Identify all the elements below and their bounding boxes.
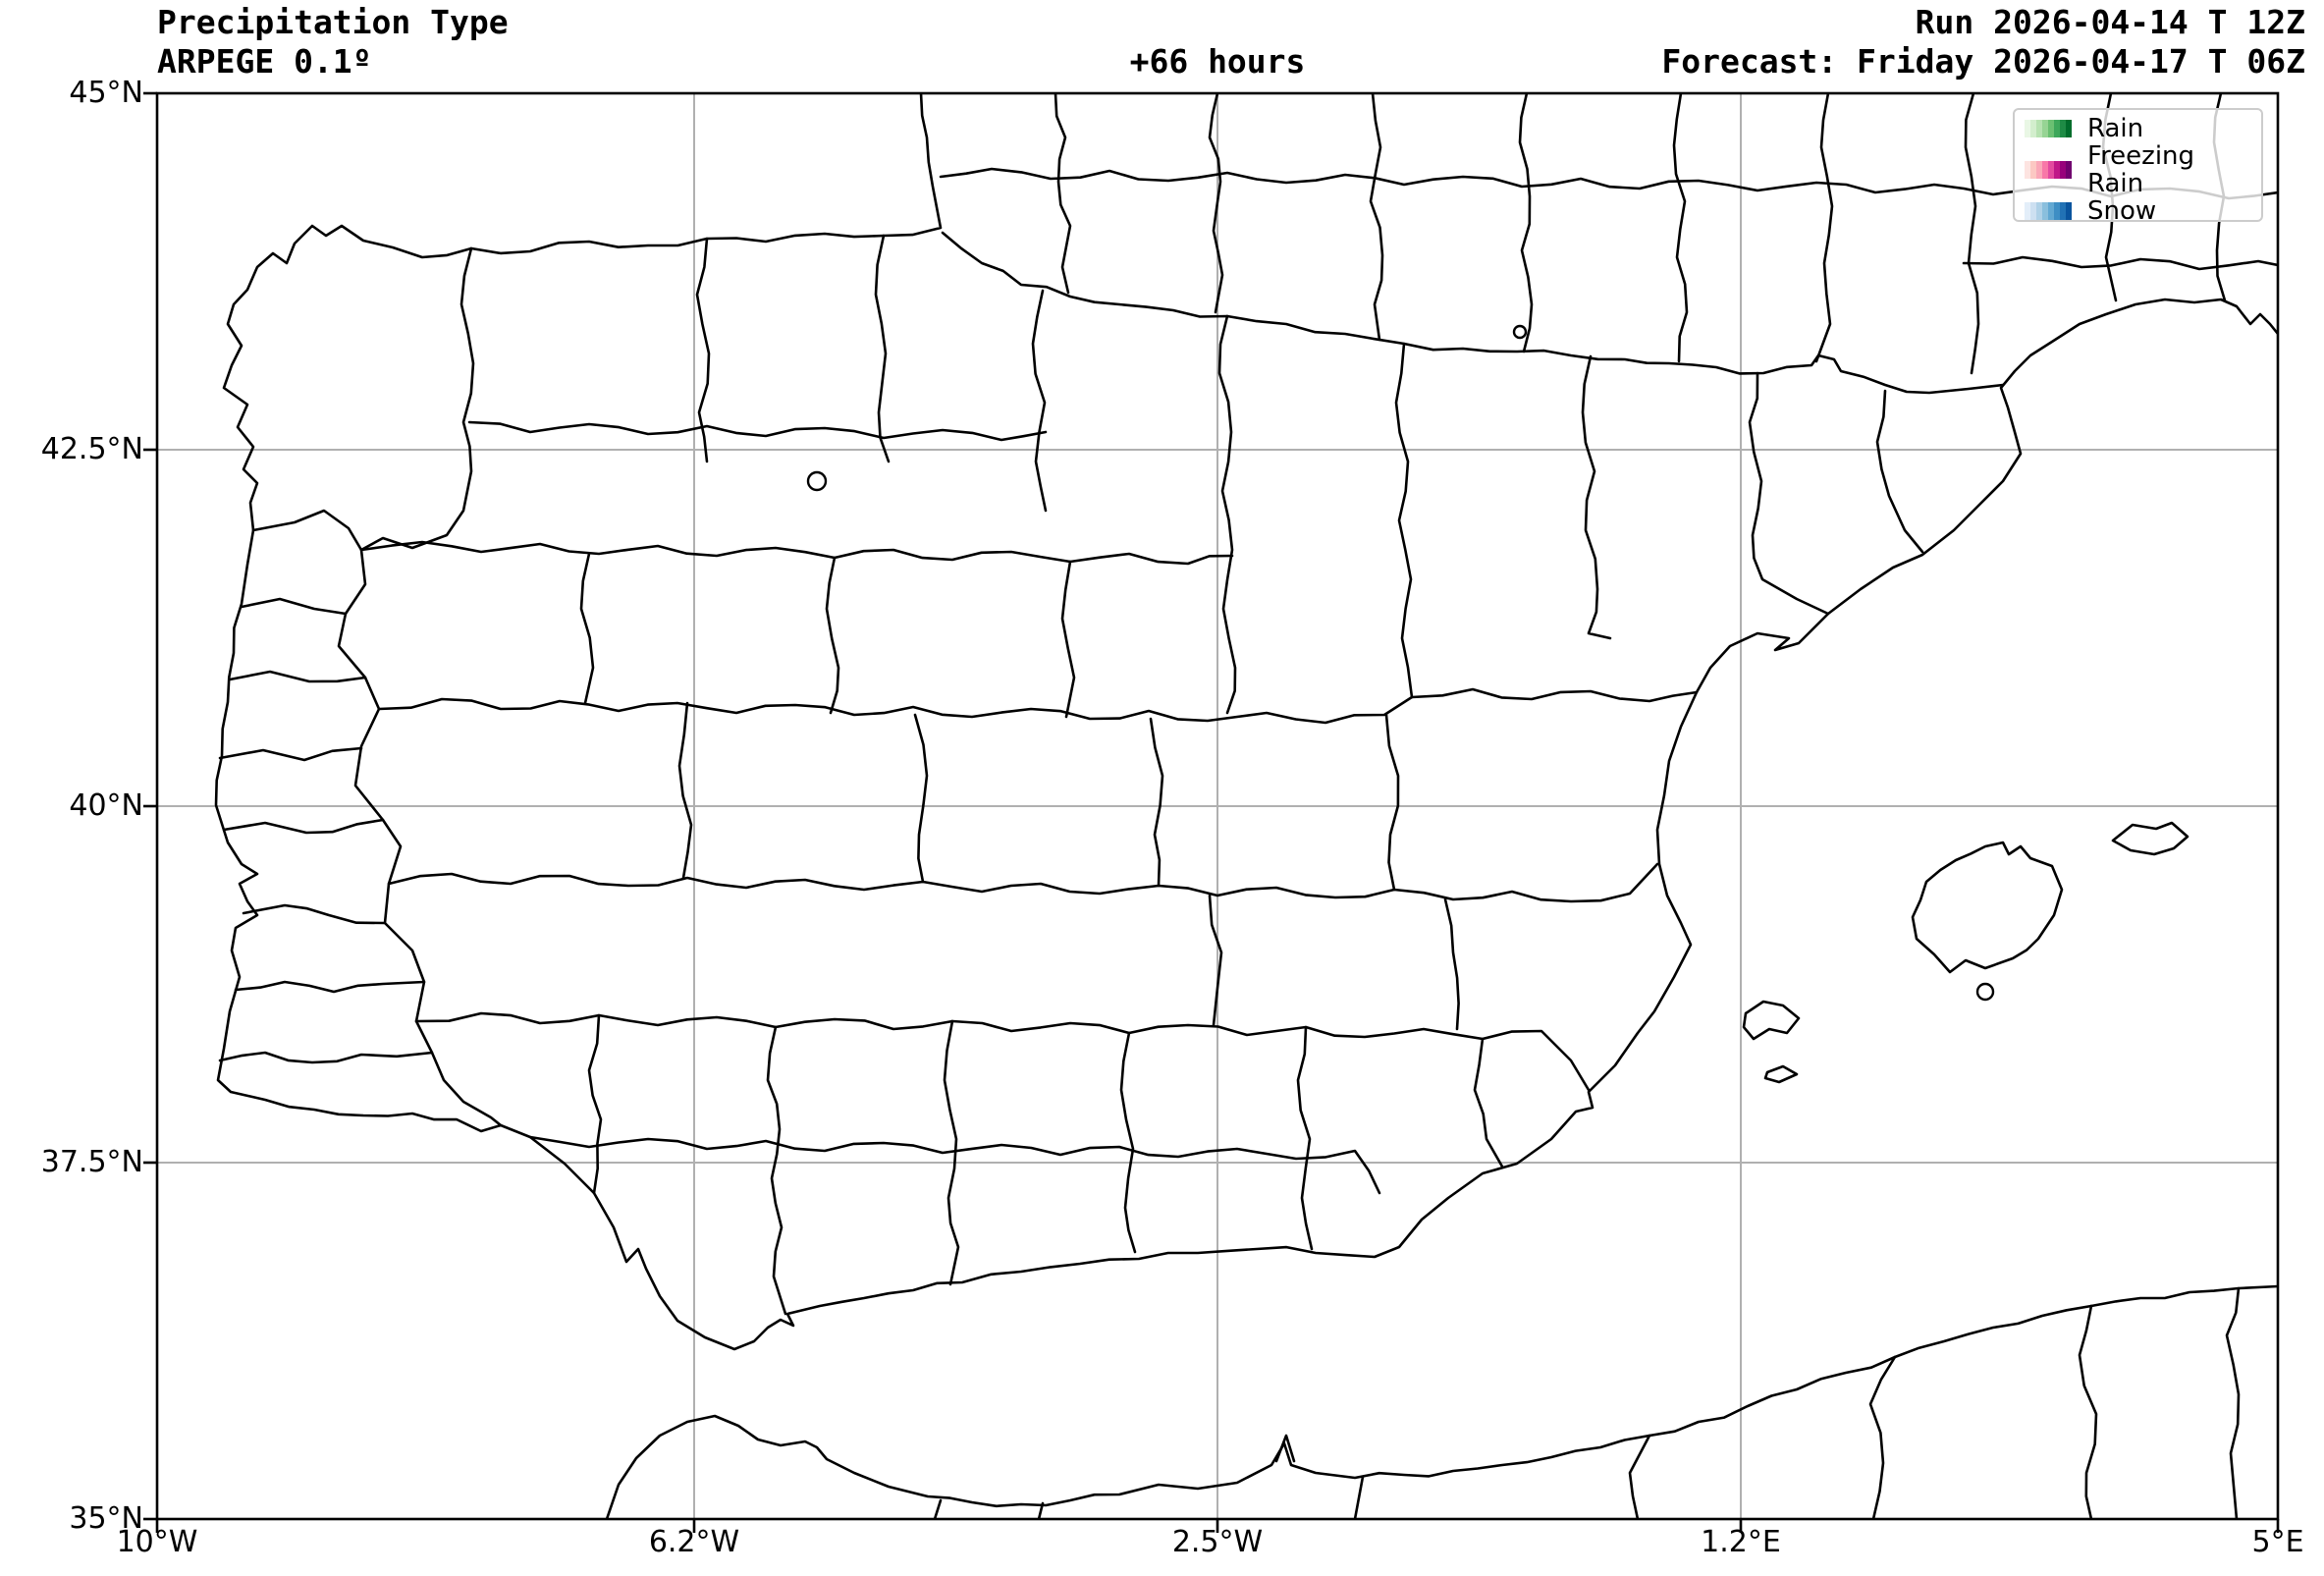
legend-row-freezing-rain: Freezing Rain [2025,142,2251,197]
x-tick-label-1-2e: 1.2°E [1701,1525,1781,1559]
x-tick-label-5e: 5°E [2251,1525,2304,1559]
x-tick-label-10w: 10°W [116,1525,198,1559]
rain-colorbar-icon [2025,120,2072,137]
graticule-grid [157,93,2278,1519]
legend-row-rain: Rain [2025,115,2251,142]
run-timestamp: Run 2026-04-14 T 12Z [1915,3,2305,41]
lead-time-label: +66 hours [1129,42,1306,81]
x-tick-label-2-5w: 2.5°W [1171,1525,1264,1559]
y-tick-label-37-5n: 37.5°N [40,1145,143,1179]
y-tick-label-35n: 35°N [69,1501,143,1536]
enclave-outlines [806,324,1995,1002]
forecast-timestamp: Forecast: Friday 2026-04-17 T 06Z [1661,42,2305,81]
legend-row-snow: Snow [2025,197,2251,225]
legend-label-snow: Snow [2087,196,2157,226]
page-title: Precipitation Type [157,3,509,41]
legend-label-freezing-rain: Freezing Rain [2087,141,2195,198]
legend: Rain Freezing Rain Snow [2013,108,2263,225]
admin-boundaries [214,93,2278,1519]
freezing-rain-colorbar-icon [2025,161,2072,179]
snow-colorbar-icon [2025,202,2072,220]
y-tick-label-42-5n: 42.5°N [40,432,143,466]
y-tick-label-45n: 45°N [69,76,143,110]
legend-label-rain: Rain [2087,114,2144,143]
model-label: ARPEGE 0.1º [157,42,372,81]
axes-frame [143,91,2280,1533]
y-tick-label-40n: 40°N [69,788,143,823]
x-tick-label-6-2w: 6.2°W [648,1525,740,1559]
